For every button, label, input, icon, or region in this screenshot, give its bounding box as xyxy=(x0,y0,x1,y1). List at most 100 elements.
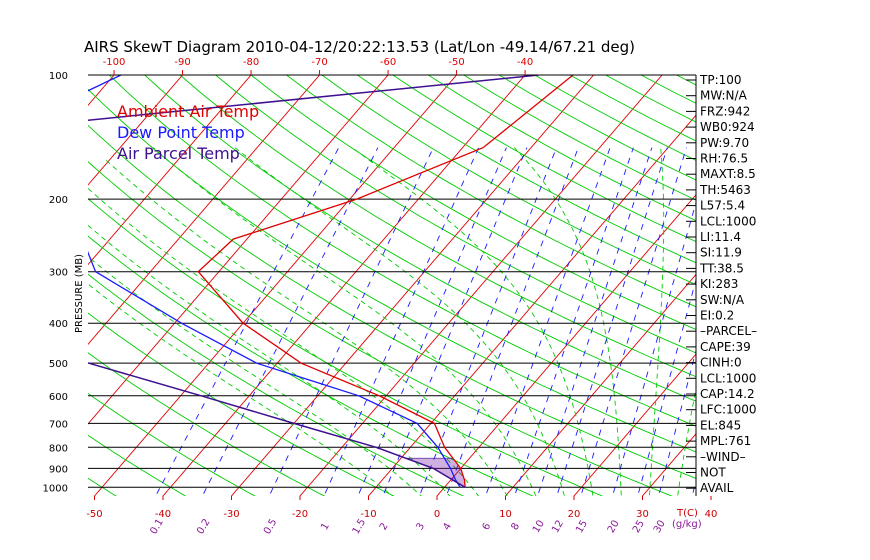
index-item: EL:845 xyxy=(700,418,741,432)
index-item: L57:5.4 xyxy=(700,199,745,213)
bottom-temp-tick-label: 20 xyxy=(568,509,581,520)
top-temp-tick-label: -50 xyxy=(448,57,464,68)
dry-adiabat-line xyxy=(250,75,696,331)
dry-adiabat-line xyxy=(428,75,696,222)
mixing-ratio-line xyxy=(357,147,507,496)
mixing-ratio-line xyxy=(418,147,557,496)
moist-adiabat-line xyxy=(88,283,394,496)
isobars xyxy=(88,75,696,488)
pressure-tick-label: 500 xyxy=(49,359,68,370)
dry-adiabat-line xyxy=(215,75,696,354)
bottom-temp-tick-label: -30 xyxy=(223,509,239,520)
index-item: LFC:1000 xyxy=(700,403,757,417)
legend-entry: Air Parcel Temp xyxy=(117,144,240,163)
dry-adiabat-line xyxy=(88,198,604,496)
bottom-temp-tick-label: -40 xyxy=(155,509,171,520)
isotherm-line xyxy=(93,75,458,496)
chart-title: AIRS SkewT Diagram 2010-04-12/20:22:13.5… xyxy=(84,38,635,56)
index-item: MAXT:8.5 xyxy=(700,167,756,181)
isotherm-line xyxy=(299,75,663,496)
dry-adiabat-line xyxy=(286,75,696,308)
bottom-temp-tick-label: 0 xyxy=(434,509,440,520)
isotherm-line xyxy=(230,75,595,496)
mixing-ratio-tick-label: 25 xyxy=(631,518,647,535)
isotherm-line xyxy=(367,114,696,496)
moist-adiabat-line xyxy=(513,147,622,496)
bottom-temperature-ticks: -50 -40 -30 -20 -10 0 10 20 30 40 xyxy=(86,496,717,520)
mixing-ratio-tick-label: 3 xyxy=(414,521,427,532)
bottom-temp-tick-label: -10 xyxy=(360,509,376,520)
dry-adiabat-line xyxy=(392,75,696,243)
index-item: SI:11.9 xyxy=(700,246,742,260)
moist-adiabat-line xyxy=(88,187,480,496)
isotherm-line xyxy=(88,75,389,425)
pressure-tick-label: 800 xyxy=(49,443,68,454)
moist-adiabat-line xyxy=(152,147,537,496)
top-temp-tick-label: -90 xyxy=(174,57,190,68)
index-item: FRZ:942 xyxy=(700,104,750,118)
pressure-tick-label: 400 xyxy=(49,319,68,330)
index-item: WB0:924 xyxy=(700,120,755,134)
mixing-ratio-tick-label: 2 xyxy=(378,521,391,532)
air-parcel-temp-line xyxy=(88,75,539,488)
index-item: TP:100 xyxy=(699,73,742,87)
legend: Ambient Air Temp Dew Point Temp Air Parcel… xyxy=(117,102,259,163)
pressure-tick-label: 300 xyxy=(49,268,68,279)
index-item: RH:76.5 xyxy=(700,152,748,166)
mixing-ratio-line xyxy=(658,348,696,496)
dry-adiabat-line xyxy=(88,477,117,496)
mixing-ratio-tick-label: 6 xyxy=(481,521,494,532)
top-temp-tick-label: -40 xyxy=(517,57,533,68)
mixing-ratio-line xyxy=(445,147,579,496)
pressure-tick-label: 100 xyxy=(49,71,68,82)
isotherm-line xyxy=(436,194,696,496)
index-item: KI:283 xyxy=(700,277,738,291)
isotherm-line xyxy=(162,75,526,496)
moist-adiabats xyxy=(88,147,696,496)
index-item: LCL:1000 xyxy=(700,214,756,228)
index-item: LCL:1000 xyxy=(700,371,756,385)
plot-area xyxy=(88,56,870,504)
moist-adiabat-line xyxy=(234,147,565,496)
mixing-ratio-tick-label: 8 xyxy=(509,521,522,532)
index-item: AVAIL xyxy=(700,481,734,495)
pressure-tick-labels: 100 200 300 400 500 600 700 800 900 1000 xyxy=(43,71,68,494)
dew-point-temp-line xyxy=(88,75,461,488)
moist-adiabat-line xyxy=(649,147,665,496)
index-item: CAPE:39 xyxy=(700,340,751,354)
mixing-ratio-line xyxy=(637,278,696,496)
ambient-air-temp-line xyxy=(197,75,574,488)
mixing-ratio-tick-label: 1 xyxy=(319,521,332,532)
dry-adiabat-line xyxy=(321,75,696,286)
isotherm-line xyxy=(88,75,252,266)
mixing-ratio-tick-label: 4 xyxy=(441,521,454,532)
legend-entry: Dew Point Temp xyxy=(117,123,245,142)
isotherm-line xyxy=(504,273,696,496)
bottom-temp-tick-label: -20 xyxy=(292,509,308,520)
index-item: MPL:761 xyxy=(700,434,751,448)
pressure-tick-label: 600 xyxy=(49,392,68,403)
temperature-unit-label: T(C) xyxy=(676,508,698,519)
mixing-ratio-tick-label: 1.5 xyxy=(351,517,368,536)
mixing-ratio-line xyxy=(514,147,634,496)
dry-adiabat-line xyxy=(498,75,696,181)
dry-adiabat-line xyxy=(88,434,187,496)
top-temp-tick-label: -100 xyxy=(103,57,126,68)
mixing-ratio-line xyxy=(323,147,479,496)
bottom-temp-tick-label: 40 xyxy=(705,509,718,520)
pressure-tick-label: 200 xyxy=(49,195,68,206)
index-item: –PARCEL– xyxy=(700,324,757,338)
isotherm-line xyxy=(88,75,184,186)
mixing-ratio-line xyxy=(268,147,434,496)
bottom-temp-tick-label: 10 xyxy=(499,509,512,520)
pressure-tick-label: 900 xyxy=(49,464,68,475)
isotherm-line xyxy=(841,56,870,504)
isotherm-line xyxy=(88,75,321,345)
mixing-ratio-tick-label: 0.2 xyxy=(195,517,212,536)
index-item: SW:N/A xyxy=(700,293,745,307)
mixing-ratio-tick-labels: 0.1 0.2 0.5 1 1.5 2 3 4 6 8 10 12 15 20 25 30 xyxy=(148,517,667,536)
mixing-ratio-line xyxy=(537,147,653,496)
index-item: TH:5463 xyxy=(699,183,751,197)
index-item: EI:0.2 xyxy=(700,309,734,323)
